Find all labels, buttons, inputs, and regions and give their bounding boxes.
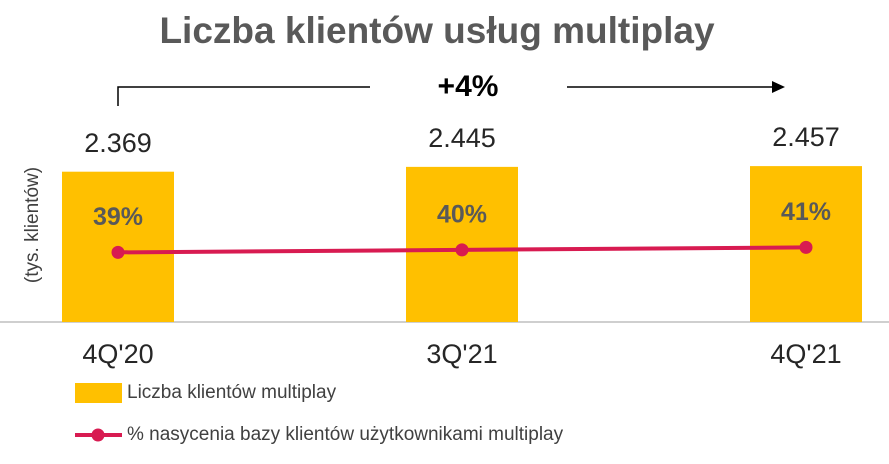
line-value-label: 39% (93, 203, 143, 231)
x-tick-label: 4Q'21 (770, 339, 841, 369)
bar-value-label: 2.369 (84, 128, 152, 158)
line-point (799, 240, 813, 254)
bar-value-label: 2.457 (772, 122, 840, 152)
line-point (455, 243, 469, 257)
x-tick-label: 3Q'21 (426, 339, 497, 369)
line-value-label: 41% (781, 198, 831, 226)
chart-title: Liczba klientów usług multiplay (159, 10, 714, 51)
line-value-label: 40% (437, 201, 487, 229)
legend-label: % nasycenia bazy klientów użytkownikami … (127, 424, 564, 445)
line-point (111, 245, 125, 259)
y-axis-label: (tys. klientów) (22, 167, 43, 283)
growth-annotation: +4% (438, 70, 499, 103)
legend-swatch-dot (91, 428, 105, 442)
arrow-head (772, 81, 785, 93)
x-tick-label: 4Q'20 (82, 339, 153, 369)
legend-label: Liczba klientów multiplay (127, 382, 337, 403)
growth-bracket (117, 86, 370, 106)
legend-swatch (75, 383, 122, 403)
bar-value-label: 2.445 (428, 123, 496, 153)
